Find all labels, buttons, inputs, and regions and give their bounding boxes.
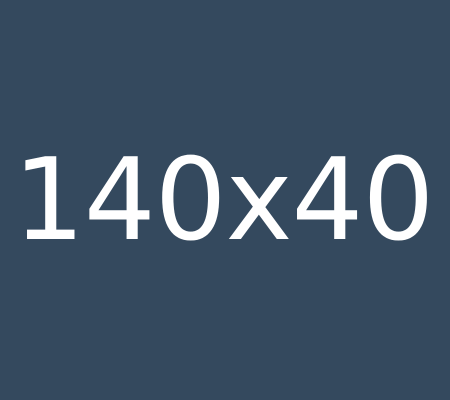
placeholder-dimensions-label: 140x40 [13,134,434,266]
